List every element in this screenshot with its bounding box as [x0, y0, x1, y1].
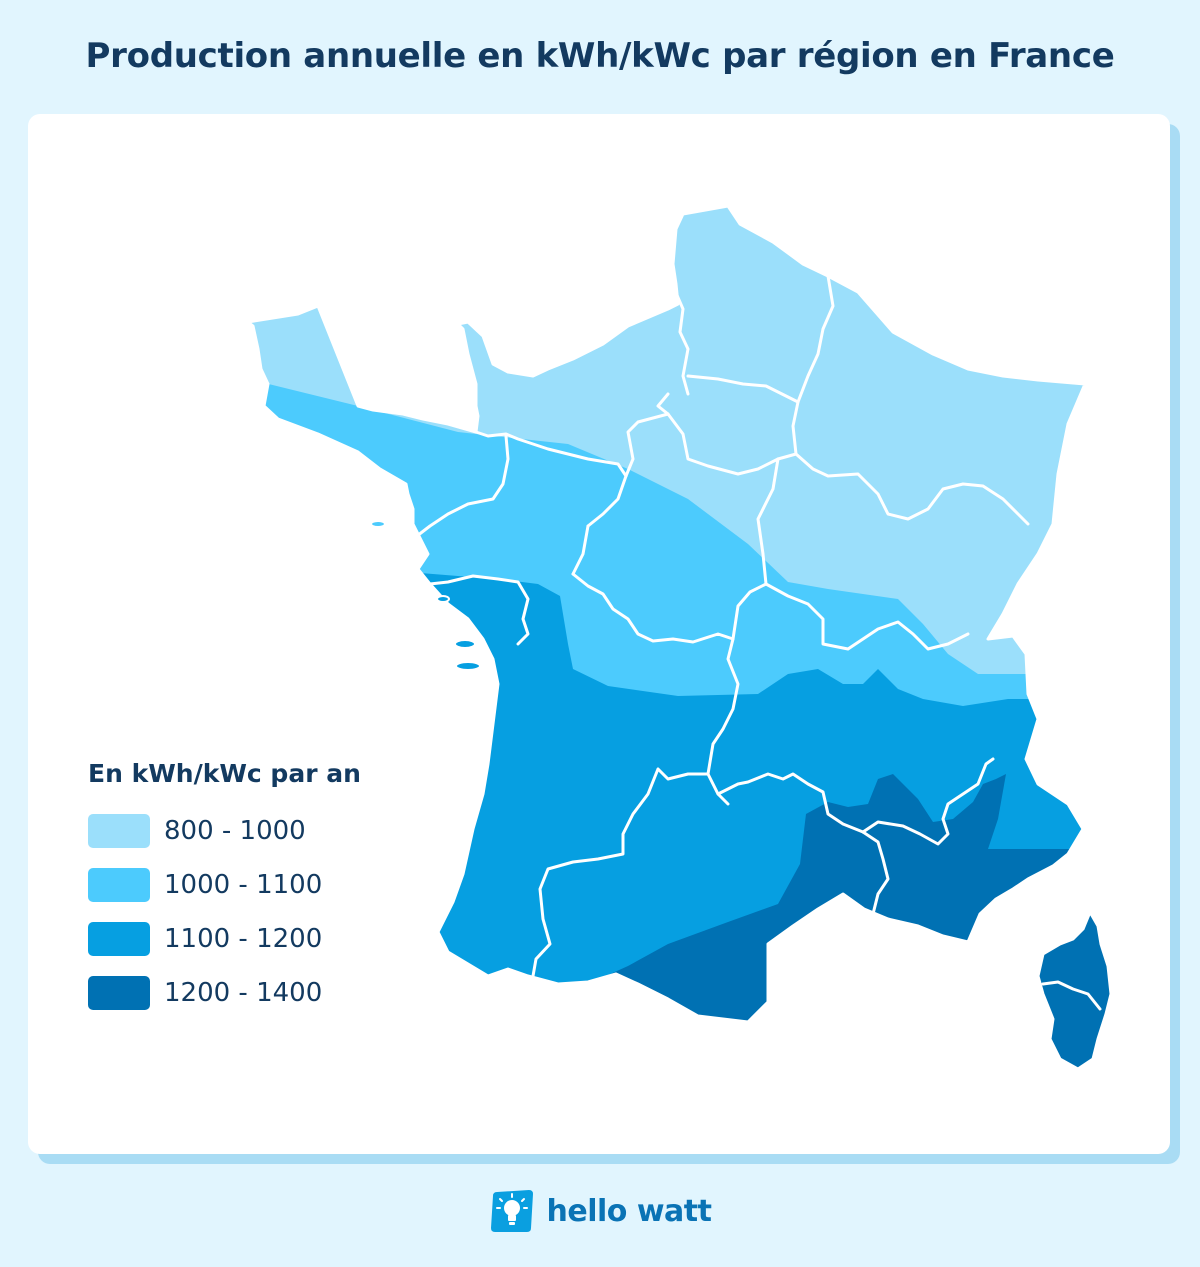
islands	[370, 520, 481, 671]
legend-swatch	[88, 814, 150, 848]
region-borders	[411, 274, 1102, 1011]
legend-item: 1100 - 1200	[88, 922, 361, 956]
legend-title: En kWh/kWc par an	[88, 759, 361, 788]
legend-label: 1000 - 1100	[164, 870, 323, 900]
brand: hello watt	[0, 1188, 1200, 1234]
legend-label: 1100 - 1200	[164, 924, 323, 954]
page-title: Production annuelle en kWh/kWc par régio…	[85, 36, 1115, 76]
legend-swatch	[88, 976, 150, 1010]
legend-swatch	[88, 922, 150, 956]
france-map	[246, 204, 1113, 1071]
legend-swatch	[88, 868, 150, 902]
legend-item: 800 - 1000	[88, 814, 361, 848]
brand-name: hello watt	[546, 1193, 712, 1229]
map-card: En kWh/kWc par an 800 - 1000 1000 - 1100…	[28, 114, 1170, 1154]
legend: En kWh/kWc par an 800 - 1000 1000 - 1100…	[88, 759, 361, 1030]
legend-label: 1200 - 1400	[164, 978, 323, 1008]
lightbulb-icon	[490, 1190, 533, 1232]
legend-item: 1200 - 1400	[88, 976, 361, 1010]
legend-label: 800 - 1000	[164, 816, 306, 846]
legend-item: 1000 - 1100	[88, 868, 361, 902]
